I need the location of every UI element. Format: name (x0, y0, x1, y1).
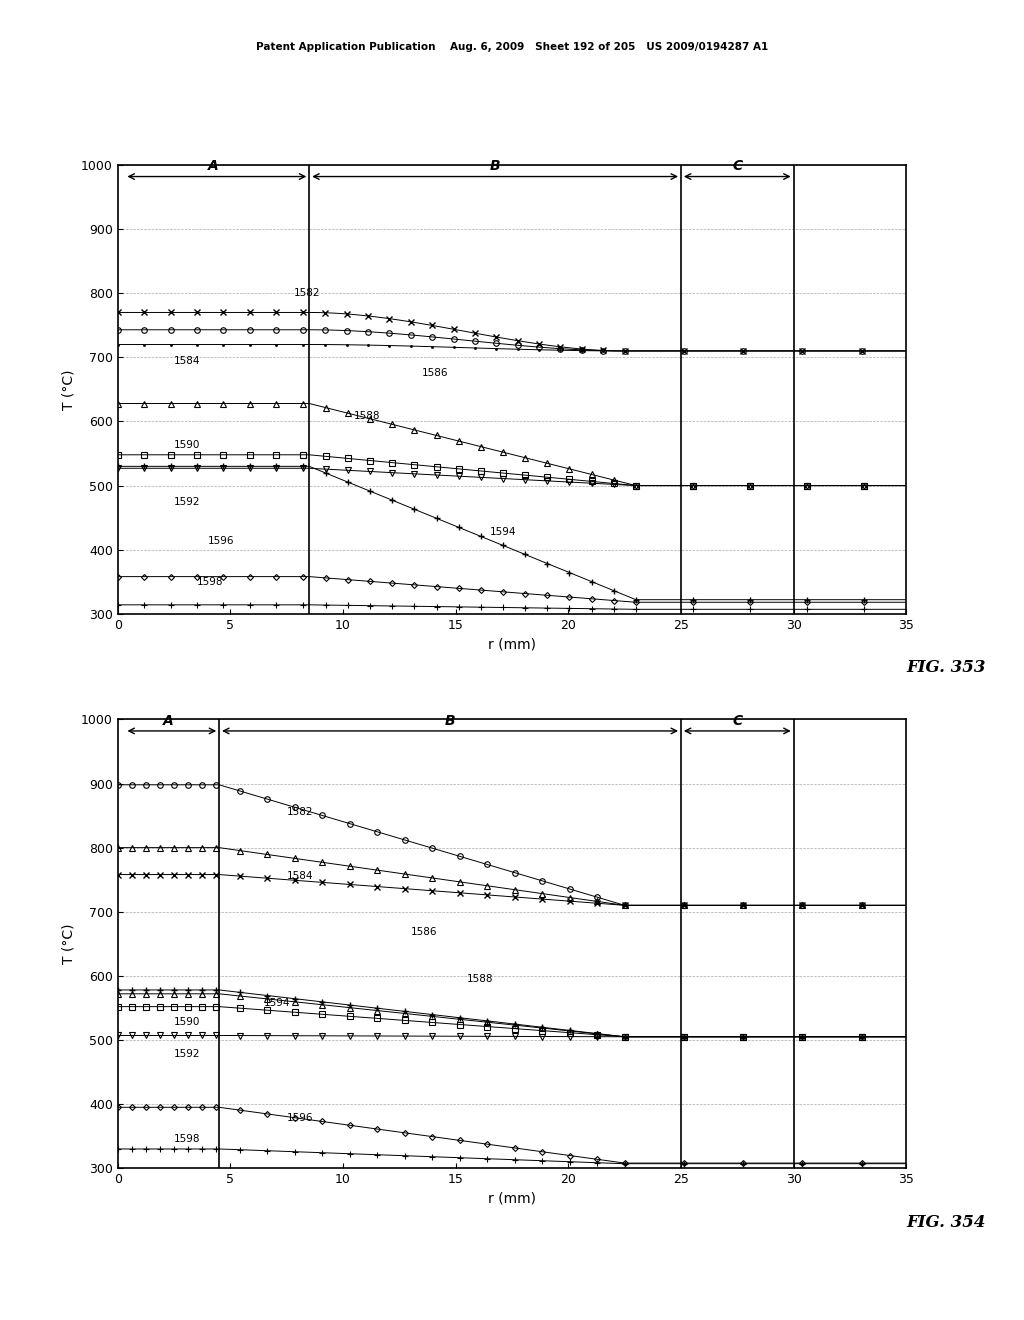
Text: 1598: 1598 (174, 1134, 201, 1144)
X-axis label: r (mm): r (mm) (488, 638, 536, 651)
Text: 1594: 1594 (489, 527, 516, 537)
Text: 1584: 1584 (174, 355, 201, 366)
Text: 1582: 1582 (287, 808, 313, 817)
Text: 1584: 1584 (287, 871, 313, 882)
Text: 1596: 1596 (208, 536, 234, 546)
Text: C: C (732, 160, 742, 173)
Y-axis label: T (°C): T (°C) (61, 924, 76, 964)
Text: 1592: 1592 (174, 1049, 201, 1059)
Text: 1588: 1588 (354, 412, 381, 421)
Text: 1588: 1588 (467, 974, 494, 985)
Text: C: C (732, 714, 742, 727)
Text: 1598: 1598 (197, 577, 223, 587)
Text: A: A (208, 160, 219, 173)
Y-axis label: T (°C): T (°C) (61, 370, 76, 409)
Text: B: B (489, 160, 501, 173)
Text: Patent Application Publication    Aug. 6, 2009   Sheet 192 of 205   US 2009/0194: Patent Application Publication Aug. 6, 2… (256, 42, 768, 53)
Text: B: B (444, 714, 456, 727)
Text: 1586: 1586 (422, 368, 449, 379)
Text: 1582: 1582 (294, 288, 319, 298)
Text: FIG. 354: FIG. 354 (906, 1213, 985, 1230)
Text: 1590: 1590 (174, 1016, 201, 1027)
Text: 1594: 1594 (264, 998, 291, 1007)
Text: 1596: 1596 (287, 1113, 313, 1123)
Text: 1586: 1586 (411, 927, 437, 937)
Text: 1590: 1590 (174, 440, 201, 450)
X-axis label: r (mm): r (mm) (488, 1192, 536, 1205)
Text: A: A (163, 714, 174, 727)
Text: FIG. 353: FIG. 353 (906, 659, 985, 676)
Text: 1592: 1592 (174, 498, 201, 507)
